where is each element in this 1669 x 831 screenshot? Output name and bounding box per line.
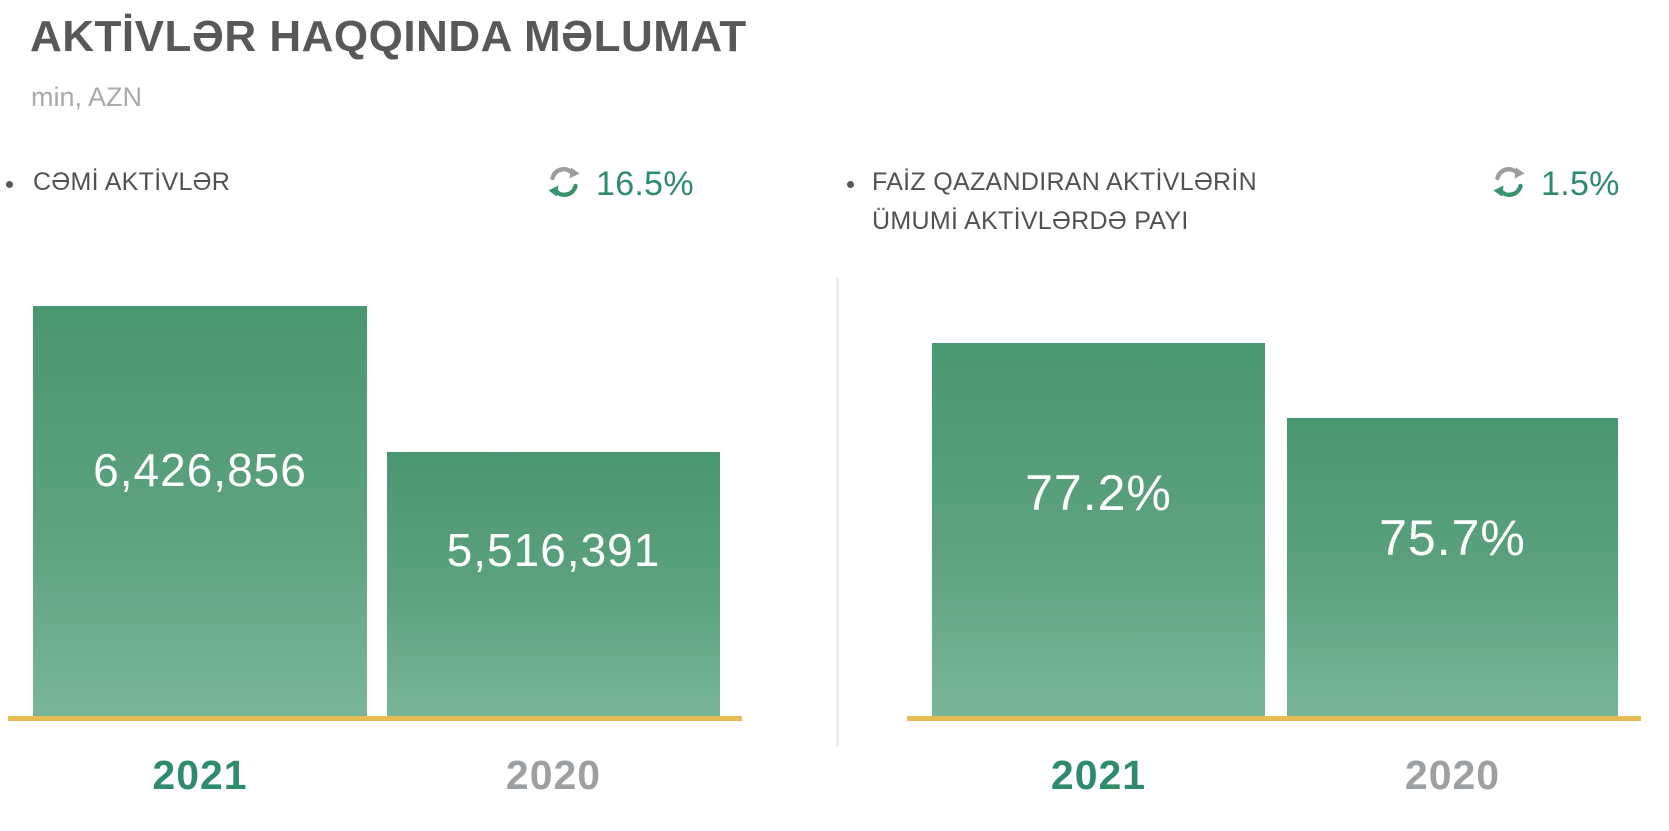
year-label-2021: 2021 xyxy=(152,752,248,798)
bullet-icon xyxy=(6,181,13,188)
bar-value-label: 77.2% xyxy=(1025,464,1172,521)
bar-value-label: 75.7% xyxy=(1379,509,1526,566)
bar-interest-share-2020: 75.7% xyxy=(1287,418,1618,717)
axis-baseline xyxy=(907,716,1641,721)
bar-interest-share-2021: 77.2% xyxy=(932,343,1265,717)
change-indicator-total-assets: 16.5% xyxy=(545,165,694,204)
refresh-icon xyxy=(1490,165,1528,204)
chart-title-interest-assets: FAİZ QAZANDIRAN AKTİVLƏRİN ÜMUMİ AKTİVLƏ… xyxy=(872,163,1257,241)
page-subtitle: min, AZN xyxy=(31,82,143,112)
bar-total-assets-2021: 6,426,856 xyxy=(33,306,367,717)
refresh-icon xyxy=(545,165,583,204)
change-indicator-interest-assets: 1.5% xyxy=(1490,165,1620,204)
bar-value-label: 5,516,391 xyxy=(446,524,661,577)
page-title: AKTİVLƏR HAQQINDA MƏLUMAT xyxy=(30,12,747,61)
year-label-2021: 2021 xyxy=(1050,752,1147,798)
bar-total-assets-2020: 5,516,391 xyxy=(387,452,720,717)
chart-title-line1: FAİZ QAZANDIRAN AKTİVLƏRİN xyxy=(872,168,1258,196)
bar-value-label: 6,426,856 xyxy=(93,444,307,497)
bullet-icon xyxy=(847,181,854,188)
year-label-2020: 2020 xyxy=(1404,752,1501,798)
chart-title-line2: ÜMUMİ AKTİVLƏRDƏ PAYI xyxy=(872,207,1189,235)
year-label-2020: 2020 xyxy=(505,752,602,798)
chart-title-line1: CƏMİ AKTİVLƏR xyxy=(33,168,231,196)
panel-divider xyxy=(836,277,839,747)
change-value: 16.5% xyxy=(596,165,694,203)
axis-baseline xyxy=(8,716,742,721)
change-value: 1.5% xyxy=(1541,165,1620,203)
chart-title-total-assets: CƏMİ AKTİVLƏR xyxy=(33,163,230,202)
